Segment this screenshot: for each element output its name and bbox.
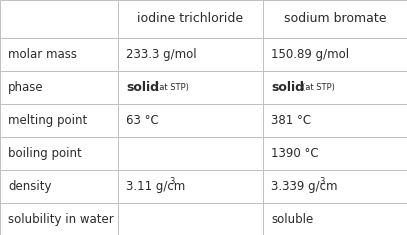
Text: solid: solid bbox=[271, 81, 304, 94]
Text: 1390 °C: 1390 °C bbox=[271, 147, 319, 160]
Text: 381 °C: 381 °C bbox=[271, 114, 311, 127]
Text: 3.11 g/cm: 3.11 g/cm bbox=[126, 180, 185, 193]
Text: sodium bromate: sodium bromate bbox=[284, 12, 386, 26]
Text: melting point: melting point bbox=[8, 114, 87, 127]
Text: density: density bbox=[8, 180, 52, 193]
Text: 3.339 g/cm: 3.339 g/cm bbox=[271, 180, 337, 193]
Text: 63 °C: 63 °C bbox=[126, 114, 159, 127]
Text: iodine trichloride: iodine trichloride bbox=[138, 12, 243, 26]
Text: phase: phase bbox=[8, 81, 44, 94]
Text: (at STP): (at STP) bbox=[302, 83, 335, 92]
Text: solid: solid bbox=[126, 81, 159, 94]
Text: soluble: soluble bbox=[271, 213, 313, 226]
Text: molar mass: molar mass bbox=[8, 48, 77, 61]
Text: 3: 3 bbox=[170, 177, 175, 187]
Text: boiling point: boiling point bbox=[8, 147, 82, 160]
Text: 150.89 g/mol: 150.89 g/mol bbox=[271, 48, 349, 61]
Text: 3: 3 bbox=[319, 177, 325, 187]
Text: solubility in water: solubility in water bbox=[8, 213, 114, 226]
Text: 233.3 g/mol: 233.3 g/mol bbox=[126, 48, 197, 61]
Text: (at STP): (at STP) bbox=[157, 83, 189, 92]
